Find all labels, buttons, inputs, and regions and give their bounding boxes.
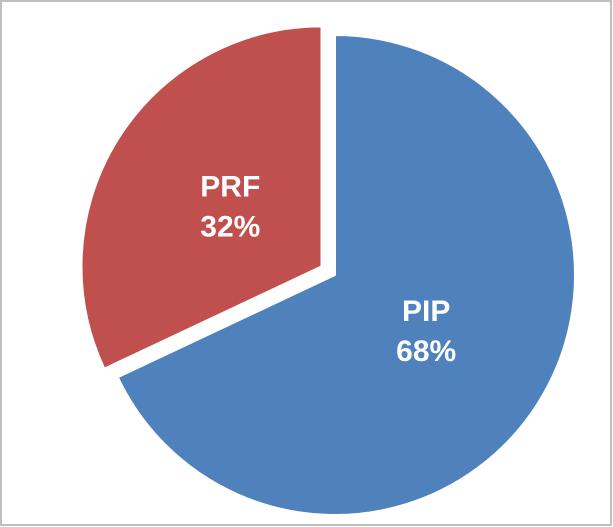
slice-category-label: PRF xyxy=(200,170,260,203)
pie-slice xyxy=(116,33,576,516)
slice-value-label: 68% xyxy=(396,335,456,368)
pie-slice xyxy=(80,25,323,370)
slice-value-label: 32% xyxy=(200,210,260,243)
slice-category-label: PIP xyxy=(402,295,450,328)
